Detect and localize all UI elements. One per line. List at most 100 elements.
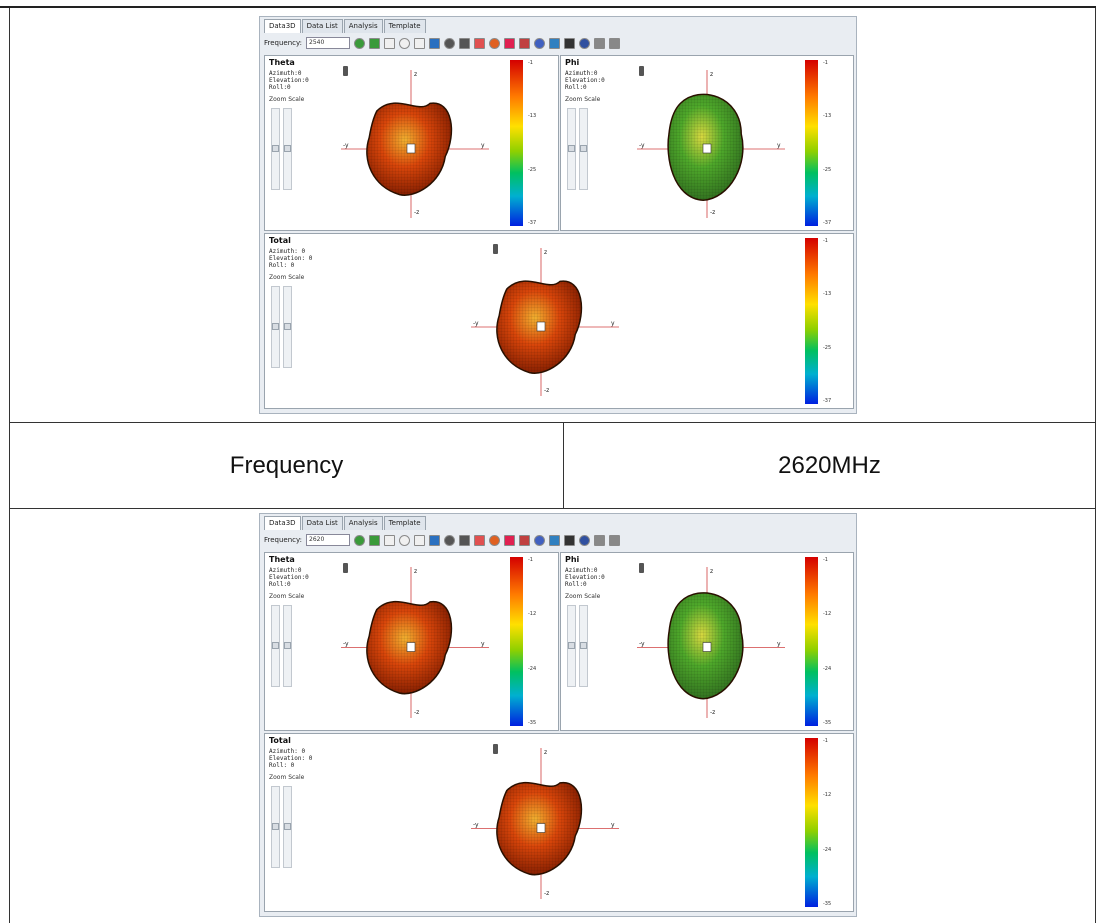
toolbar-tool-icon[interactable] [549,37,561,49]
tab-template[interactable]: Template [383,516,426,530]
zoom-slider[interactable] [567,605,576,687]
scale-slider-thumb[interactable] [580,642,587,649]
zoom-slider-thumb[interactable] [272,145,279,152]
toolbar-tool-icon[interactable] [579,534,591,546]
scale-slider[interactable] [579,605,588,687]
scale-slider-thumb[interactable] [284,323,291,330]
toolbar-tool-icon[interactable] [474,37,486,49]
toolbar-tool-icon[interactable] [519,534,531,546]
toolbar-tool-icon[interactable] [354,37,366,49]
toolbar-tool-icon[interactable] [444,534,456,546]
scale-slider[interactable] [579,108,588,190]
pane-total: Total Azimuth: 0 Elevation: 0 Roll: 0 Zo… [264,733,854,912]
frequency-select[interactable]: 2620 [306,534,351,546]
toolbar-tool-icon[interactable] [609,37,621,49]
toolbar-tool-icon[interactable] [384,37,396,49]
toolbar-tool-icon[interactable] [459,37,471,49]
axis-label-neg-z: -z [414,209,419,216]
zoom-slider-thumb[interactable] [568,145,575,152]
table-cell-frequency-value: 2620MHz [563,423,1096,509]
frequency-select-label: Frequency: [264,536,303,544]
zoom-slider[interactable] [271,286,280,368]
zoom-slider-thumb[interactable] [272,642,279,649]
radiation-pattern-3d[interactable]: z -z y -y [631,60,791,230]
elevation-readout: Elevation:0 [565,574,605,581]
zoom-slider[interactable] [271,108,280,190]
radiation-pattern-3d[interactable]: z -z y -y [335,60,495,230]
zoom-slider[interactable] [567,108,576,190]
toolbar-tool-icon[interactable] [594,534,606,546]
zoom-slider-thumb[interactable] [272,323,279,330]
table-cell-frequency-label: Frequency [9,423,563,509]
toolbar-tool-icon[interactable] [369,37,381,49]
pane-phi: Phi Azimuth:0 Elevation:0 Roll:0 Zoom Sc… [560,55,854,231]
azimuth-readout: Azimuth:0 [269,70,302,77]
zoom-slider[interactable] [271,605,280,687]
tab-data3d[interactable]: Data3D [264,19,301,33]
zoom-slider-thumb[interactable] [272,823,279,830]
toolbar-tool-icon[interactable] [564,534,576,546]
toolbar-tool-icon[interactable] [534,534,546,546]
toolbar-tool-icon[interactable] [534,37,546,49]
toolbar-tool-icon[interactable] [489,534,501,546]
zoom-scale-label: Zoom Scale [565,96,601,103]
tab-data-list[interactable]: Data List [301,19,343,33]
color-scale-bar [805,557,818,726]
toolbar-tool-icon[interactable] [564,37,576,49]
scale-slider-thumb[interactable] [580,145,587,152]
scale-slider[interactable] [283,605,292,687]
tab-data3d[interactable]: Data3D [264,516,301,530]
toolbar-tool-icon[interactable] [579,37,591,49]
toolbar: Frequency: 2620 [264,532,852,548]
toolbar-tool-icon[interactable] [414,37,426,49]
toolbar-tool-icon[interactable] [459,534,471,546]
radiation-pattern-3d[interactable]: z -z y -y [631,557,791,730]
toolbar-tool-icon[interactable] [354,534,366,546]
toolbar-tool-icon[interactable] [414,534,426,546]
axis-label-y: y [481,142,485,149]
radiation-pattern-3d[interactable]: z -z y -y [335,557,495,730]
toolbar-tool-icon[interactable] [444,37,456,49]
scale-slider[interactable] [283,108,292,190]
toolbar-tool-icon[interactable] [429,534,441,546]
scale-slider-thumb[interactable] [284,642,291,649]
scale-slider[interactable] [283,286,292,368]
color-scale-bar [805,60,818,226]
color-scale-tick: -13 [823,113,832,119]
radiation-pattern-3d[interactable]: z -z y -y [465,738,625,911]
toolbar-tool-icon[interactable] [519,37,531,49]
axis-label-neg-z: -z [710,709,715,716]
scale-slider[interactable] [283,786,292,868]
tab-template[interactable]: Template [383,19,426,33]
color-scale-tick: -25 [823,167,832,173]
color-scale-bar [805,738,818,907]
tab-analysis[interactable]: Analysis [343,19,383,33]
toolbar-tool-icon[interactable] [609,534,621,546]
toolbar-tool-icon[interactable] [594,37,606,49]
origin-marker [406,143,416,154]
pane-title: Theta [269,58,295,67]
scale-slider-thumb[interactable] [284,823,291,830]
toolbar-tool-icon[interactable] [504,534,516,546]
axis-label-y: y [611,822,615,829]
toolbar-tool-icon[interactable] [384,534,396,546]
zoom-scale-label: Zoom Scale [565,593,601,600]
scale-slider-thumb[interactable] [284,145,291,152]
radiation-pattern-3d[interactable]: z -z y -y [465,238,625,408]
tab-analysis[interactable]: Analysis [343,516,383,530]
tab-data-list[interactable]: Data List [301,516,343,530]
frequency-select[interactable]: 2540 [306,37,351,49]
toolbar-tool-icon[interactable] [489,37,501,49]
toolbar-tool-icon[interactable] [504,37,516,49]
zoom-slider-thumb[interactable] [568,642,575,649]
color-scale-tick: -37 [823,398,832,404]
zoom-slider[interactable] [271,786,280,868]
toolbar-tool-icon[interactable] [399,534,411,546]
toolbar-tool-icon[interactable] [474,534,486,546]
toolbar-tool-icon[interactable] [429,37,441,49]
toolbar-tool-icon[interactable] [369,534,381,546]
color-scale-tick: -13 [528,113,537,119]
toolbar-tool-icon[interactable] [549,534,561,546]
pane-title: Phi [565,555,580,564]
toolbar-tool-icon[interactable] [399,37,411,49]
